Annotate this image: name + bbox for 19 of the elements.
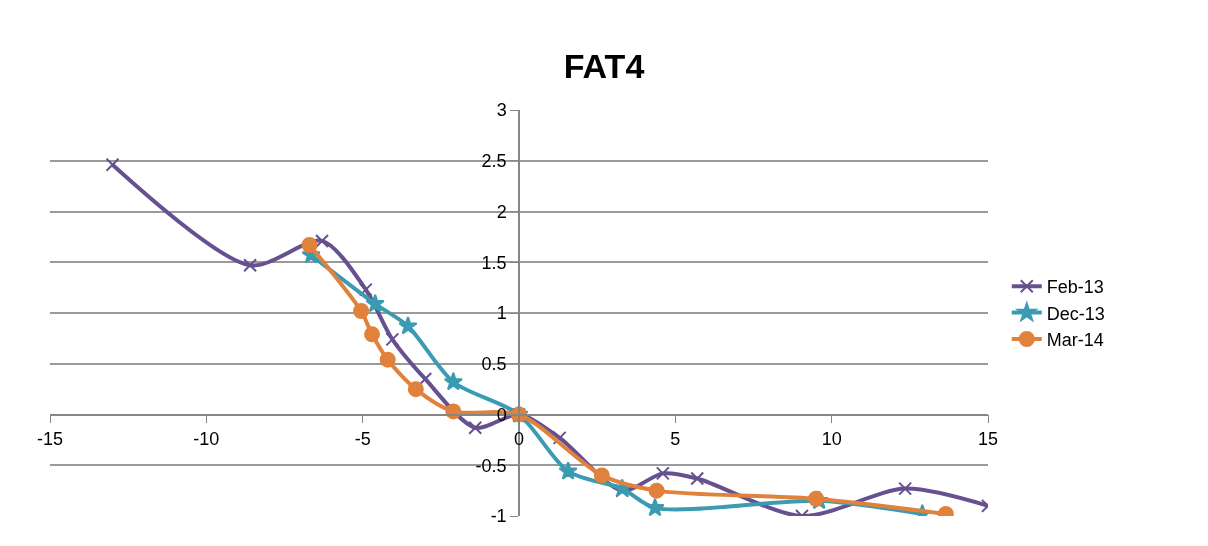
x-tick-label: -5 [354, 428, 371, 449]
chart-title: FAT4 [563, 47, 645, 86]
x-tick-label: 0 [513, 428, 525, 449]
y-tick-label: 3 [496, 100, 507, 121]
y-tick-label: 2.5 [481, 151, 507, 172]
y-tick-label: -1 [490, 506, 507, 527]
x-tick-label: 15 [977, 428, 999, 449]
x-tick-label: -10 [193, 428, 220, 449]
legend-label: Mar-14 [1046, 330, 1104, 351]
x-tick-label: 5 [670, 428, 681, 449]
y-tick-label: -0.5 [475, 455, 507, 476]
y-tick-label: 0.5 [481, 354, 507, 375]
y-tick-label: 2 [496, 201, 507, 222]
x-tick-label: 10 [821, 428, 842, 449]
y-tick-label: 1.5 [481, 252, 507, 273]
legend-label: Feb-13 [1046, 277, 1104, 298]
legend-label: Dec-13 [1046, 303, 1105, 324]
x-tick-label: -15 [36, 428, 64, 449]
y-tick-label: 1 [496, 303, 507, 324]
